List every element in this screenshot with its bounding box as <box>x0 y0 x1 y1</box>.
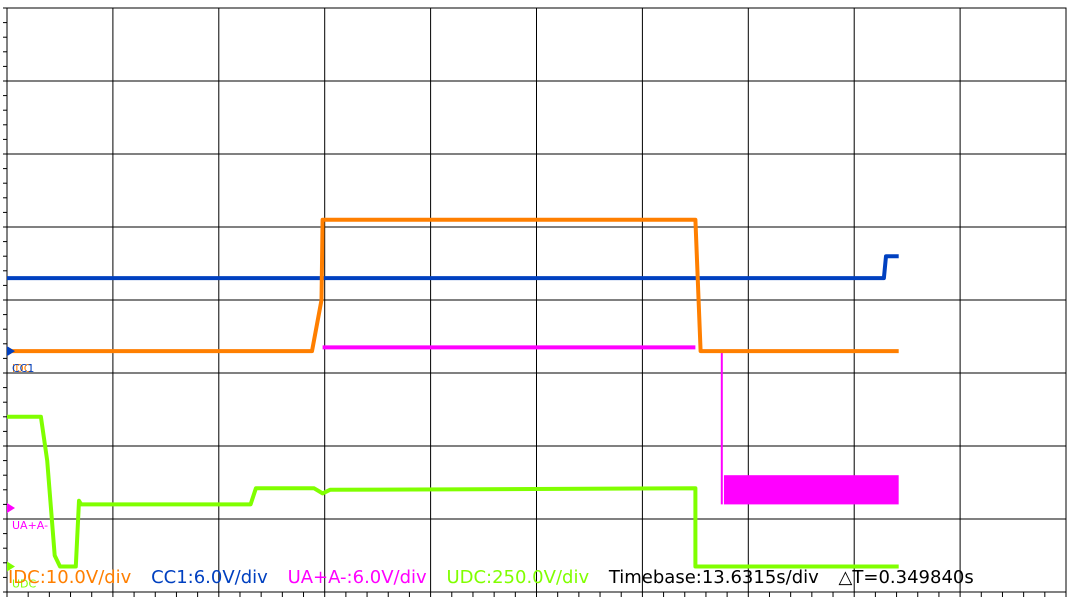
trace-cc1 <box>7 254 899 281</box>
idc-scale-label: IDC:10.0V/div <box>8 567 132 588</box>
timebase-label: Timebase:13.6315s/div <box>608 567 819 588</box>
status-bar: IDC:10.0V/div CC1:6.0V/div UA+A-:6.0V/di… <box>8 566 988 590</box>
udc-scale-label: UDC:250.0V/div <box>446 567 590 588</box>
channel-marker-cc1 <box>7 346 15 357</box>
ua-noise-band <box>723 475 899 505</box>
channel-label-cc1: CC1 <box>12 362 34 375</box>
delta-t-label: △T=0.349840s <box>838 567 974 588</box>
channel-label-udc: UDC <box>12 577 37 590</box>
ua-scale-label: UA+A-:6.0V/div <box>287 567 427 588</box>
trace-idc <box>7 217 899 354</box>
channel-label-ua-a-: UA+A- <box>12 519 48 532</box>
channel-marker-udc <box>7 561 15 572</box>
cc1-scale-label: CC1:6.0V/div <box>151 567 268 588</box>
channel-marker-ua-a- <box>7 503 15 514</box>
trace-udc <box>7 414 899 569</box>
channel-label-idc: IDC <box>12 362 32 375</box>
